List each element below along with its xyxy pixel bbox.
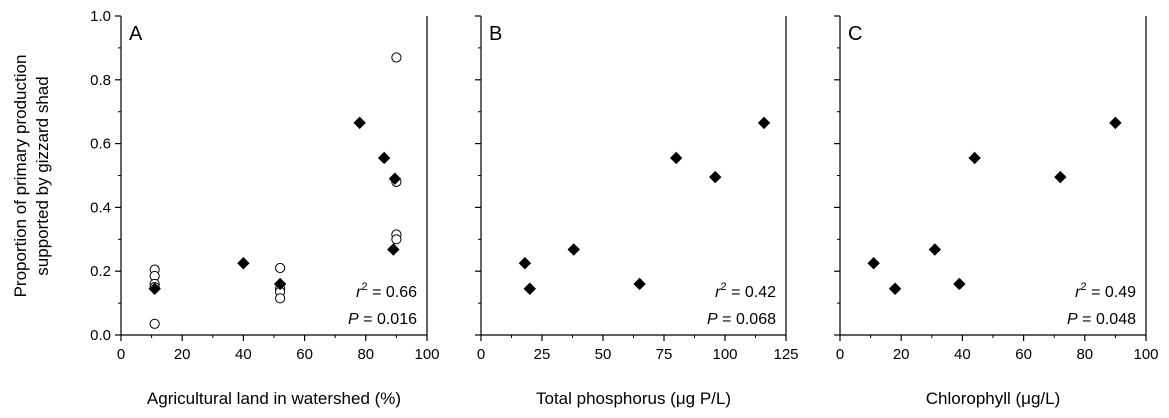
panel-c-letter: C: [848, 23, 862, 45]
r-squared-value: = 0.42: [727, 284, 776, 301]
panel-a-diamond-point: [387, 243, 400, 256]
r-squared-value: = 0.49: [1087, 284, 1136, 301]
panel-a-diamond-point: [237, 257, 250, 270]
panel-c-diamond-point: [953, 277, 966, 291]
panel-c-diamond-point: [888, 282, 902, 295]
panel-b-letter: B: [489, 23, 502, 45]
panel-a-y-tick-label: 0.8: [90, 72, 111, 89]
panel-a-x-tick-label: 0: [117, 346, 125, 363]
panel-b-diamond-point: [709, 170, 722, 184]
p-value-symbol: P: [707, 311, 718, 328]
panel-a-x-tick-label: 80: [357, 346, 374, 363]
r-squared-superscript: 2: [721, 281, 727, 293]
panel-a-p-value: P = 0.016: [348, 311, 417, 328]
panel-b-diamond-point: [633, 277, 646, 291]
r-squared-value: = 0.66: [368, 284, 417, 301]
panel-a-open-circle-point: [275, 293, 286, 304]
panel-c: 0 20 40 60 80 100 C Chlorophyll (μg/L) r2 = 0.49…: [834, 15, 1159, 408]
panel-a-y-tick-label: 1.0: [90, 8, 111, 25]
panel-a: 0 20 40 60 80 100 0.0 0.2 0.4 0.6 0.8 1.0 A Agricultu…: [90, 8, 439, 408]
panel-a-y-tick-label: 0.4: [90, 199, 111, 216]
panel-b: 0 25 50 75 100 125 B Total phosphorus (μg P/L) r…: [475, 15, 799, 408]
panel-b-x-tick-label: 100: [712, 346, 737, 363]
panel-c-x-axis-label: Chlorophyll (μg/L): [926, 389, 1061, 408]
r-squared-superscript: 2: [362, 281, 368, 293]
panel-a-x-tick-label: 60: [296, 346, 313, 363]
panel-b-p-value: P = 0.068: [707, 311, 776, 328]
y-axis-label: Proportion of primary production supporte…: [11, 55, 52, 298]
panel-c-diamond-point: [1109, 116, 1122, 130]
p-value-value: = 0.048: [1078, 311, 1136, 328]
panel-a-open-circle-point: [391, 52, 402, 63]
panel-a-y-tick-label: 0.2: [90, 263, 111, 280]
panel-a-diamond-point: [388, 172, 402, 185]
panel-c-p-value: P = 0.048: [1067, 311, 1136, 328]
p-value-value: = 0.016: [359, 311, 417, 328]
panel-c-x-tick-label: 0: [836, 346, 844, 363]
panel-c-diamond-point: [928, 243, 942, 256]
panel-c-diamond-point: [867, 257, 880, 270]
panel-b-x-tick-label: 50: [595, 346, 612, 363]
panel-c-x-tick-label: 60: [1015, 346, 1032, 363]
panel-a-open-circle-point: [149, 318, 160, 329]
panel-b-diamond-point: [518, 257, 532, 270]
panel-c-x-tick-label: 40: [954, 346, 971, 363]
panel-a-r-squared: r2 = 0.66: [356, 281, 417, 301]
panel-b-x-tick-label: 25: [534, 346, 551, 363]
panel-a-open-circle-point: [275, 262, 286, 274]
r-squared-symbol: r: [1075, 284, 1081, 301]
p-value-symbol: P: [348, 311, 359, 328]
r-squared-symbol: r: [715, 284, 721, 301]
y-axis-label-line: Proportion of primary production: [11, 55, 30, 298]
panel-c-diamond-point: [968, 151, 981, 165]
panel-b-r-squared: r2 = 0.42: [715, 281, 776, 301]
panel-a-diamond-point: [353, 116, 366, 130]
panel-a-x-tick-label: 40: [235, 346, 252, 363]
panel-b-diamond-point: [757, 116, 771, 130]
panel-a-y-tick-label: 0.6: [90, 136, 111, 153]
panel-b-diamond-point: [523, 282, 536, 295]
p-value-value: = 0.068: [718, 311, 776, 328]
panel-c-r-squared: r2 = 0.49: [1075, 281, 1136, 301]
panel-b-diamond-point: [670, 151, 683, 165]
p-value-symbol: P: [1067, 311, 1078, 328]
panel-c-x-tick-label: 80: [1076, 346, 1093, 363]
panel-a-open-circle-point: [391, 234, 402, 245]
r-squared-symbol: r: [356, 284, 362, 301]
panel-a-x-tick-label: 100: [414, 346, 439, 363]
y-axis-label-line: supported by gizzard shad: [33, 76, 52, 275]
panel-c-x-tick-label: 20: [893, 346, 910, 363]
panel-c-x-tick-label: 100: [1133, 346, 1158, 363]
panel-b-x-tick-label: 125: [773, 346, 798, 363]
panel-a-x-tick-label: 20: [174, 346, 191, 363]
panel-b-x-axis-label: Total phosphorus (μg P/L): [536, 389, 731, 408]
panel-a-letter: A: [129, 23, 143, 45]
panel-b-x-tick-label: 0: [477, 346, 485, 363]
panel-a-x-axis-label: Agricultural land in watershed (%): [147, 389, 401, 408]
panel-a-diamond-point: [148, 282, 161, 295]
panel-b-diamond-point: [567, 243, 580, 256]
panel-a-diamond-point: [377, 151, 391, 165]
panel-a-y-tick-label: 0.0: [90, 327, 111, 344]
panel-b-x-tick-label: 75: [656, 346, 673, 363]
r-squared-superscript: 2: [1081, 281, 1087, 293]
panel-a-diamond-point: [273, 277, 287, 291]
panel-c-diamond-point: [1054, 170, 1067, 184]
